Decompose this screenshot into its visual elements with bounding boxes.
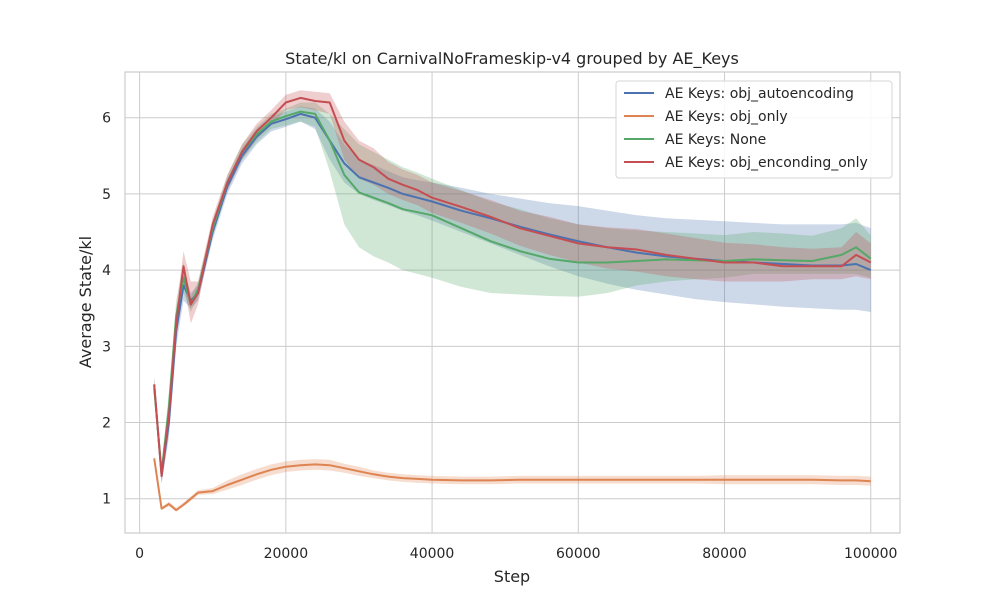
series-line-obj-enconding-only bbox=[153, 96, 872, 477]
band-obj-only bbox=[154, 456, 871, 512]
y-tick-label: 1 bbox=[102, 492, 111, 508]
y-tick-label: 2 bbox=[102, 416, 111, 432]
series-line-obj-only bbox=[153, 458, 871, 512]
legend-label-obj-autoencoding: AE Keys: obj_autoencoding bbox=[665, 86, 854, 102]
x-tick-label: 80000 bbox=[702, 546, 747, 562]
y-tick-labels: 1 2 3 4 5 6 bbox=[102, 111, 111, 508]
legend-label-none: AE Keys: None bbox=[665, 132, 766, 148]
y-axis-label: Average State/kl bbox=[76, 236, 95, 368]
chart-title: State/kl on CarnivalNoFrameskip-v4 group… bbox=[285, 49, 739, 69]
legend-box bbox=[615, 80, 893, 179]
band-obj-autoencoding bbox=[154, 106, 871, 484]
x-axis-label: Step bbox=[494, 567, 530, 586]
plot-frame bbox=[124, 71, 901, 534]
confidence-bands bbox=[154, 90, 871, 512]
y-tick-label: 3 bbox=[102, 339, 111, 355]
series-lines bbox=[153, 96, 872, 512]
y-tick-label: 4 bbox=[102, 263, 111, 279]
x-tick-label: 100000 bbox=[844, 546, 897, 562]
y-tick-label: 6 bbox=[102, 111, 111, 127]
legend-label-obj-enconding-only: AE Keys: obj_enconding_only bbox=[665, 155, 868, 171]
band-none bbox=[154, 102, 871, 480]
legend: AE Keys: obj_autoencoding AE Keys: obj_o… bbox=[615, 80, 893, 179]
x-tick-labels: 0 20000 40000 60000 80000 100000 bbox=[135, 546, 897, 562]
x-tick-label: 60000 bbox=[556, 546, 601, 562]
legend-label-obj-only: AE Keys: obj_only bbox=[665, 109, 788, 125]
x-tick-label: 0 bbox=[135, 546, 144, 562]
y-tick-label: 5 bbox=[102, 187, 111, 203]
x-tick-label: 40000 bbox=[410, 546, 455, 562]
x-tick-label: 20000 bbox=[264, 546, 309, 562]
